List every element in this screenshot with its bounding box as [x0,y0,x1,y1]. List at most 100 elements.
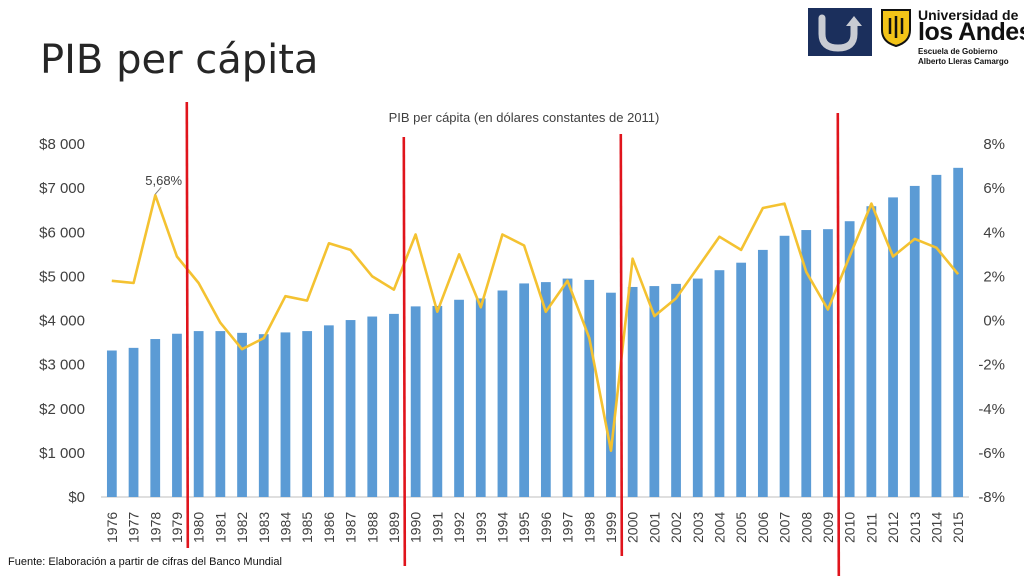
x-axis-tick: 2011 [863,513,879,543]
y-axis-right-tick: -6% [978,445,1005,462]
school-name-line1: Escuela de Gobierno [918,47,998,56]
bar [410,306,421,497]
bar [302,331,313,497]
growth-line [111,193,960,453]
bar [280,332,291,497]
bar [128,347,139,497]
x-axis-tick: 1983 [256,512,272,543]
bar [475,298,486,497]
period-marker [836,112,841,576]
bar [497,290,508,497]
university-name-line1: Universidad de [918,7,1019,23]
x-axis-tick: 2006 [755,512,771,543]
x-axis-tick: 2009 [820,512,836,543]
x-axis-tick: 1981 [212,512,228,543]
x-axis-tick: 2002 [668,512,684,543]
university-logo: Universidad de los Andes Escuela de Gobi… [880,6,1024,70]
x-axis-tick: 2012 [885,512,901,543]
x-axis-tick: 1980 [191,512,207,543]
x-axis-tick: 2000 [625,512,641,543]
x-axis-tick: 1976 [104,512,120,543]
x-axis-tick: 1996 [538,512,554,543]
bar [345,320,356,497]
y-axis-left-tick: $8 000 [39,136,85,153]
y-axis-left-tick: $6 000 [39,224,85,241]
y-axis-right-tick: -2% [978,357,1005,374]
bar [801,230,812,497]
x-axis-tick: 1993 [473,512,489,543]
x-axis-tick: 2013 [907,512,923,543]
bar [258,334,269,497]
chart-title: PIB per cápita (en dólares constantes de… [389,110,660,125]
bar [323,325,334,497]
bar [909,185,920,497]
bar [606,292,616,497]
bar [562,278,573,497]
bar [779,235,790,497]
bar [540,282,551,497]
x-axis-tick: 1982 [234,512,250,543]
bar [150,339,161,497]
bar [389,313,399,497]
y-axis-left-tick: $7 000 [39,180,85,197]
x-axis-tick: 2010 [842,512,858,543]
bar [736,262,747,497]
bar [106,350,117,497]
x-axis-tick: 1977 [126,512,142,543]
x-axis-tick: 2014 [928,512,944,543]
bar [692,278,703,497]
bar [888,197,898,498]
x-axis-tick: 1978 [147,512,163,543]
bar [931,174,942,497]
data-label: 5,68% [145,173,182,188]
x-axis-tick: 1998 [581,512,597,543]
x-axis-tick: 1995 [516,512,532,543]
y-axis-right-tick: 6% [983,180,1005,197]
bar [519,283,530,497]
annotation-leader [154,186,162,195]
x-axis-tick: 1997 [560,512,576,543]
x-axis-tick: 1992 [451,512,467,543]
y-axis-right-tick: -4% [978,401,1005,418]
bar [823,229,833,497]
bar [367,316,378,497]
x-axis-tick: 1990 [408,512,424,543]
y-axis-right-tick: 4% [983,224,1005,241]
period-marker [619,133,624,557]
period-marker [185,101,190,549]
x-axis-tick: 1987 [343,512,359,543]
y-axis-left-tick: $3 000 [39,357,85,374]
bar [671,283,681,497]
school-name-line2: Alberto Lleras Camargo [918,57,1009,66]
bar [454,299,464,497]
bar [844,221,855,497]
x-axis-tick: 1988 [364,512,380,543]
bar [953,167,964,497]
bar [215,331,226,497]
x-axis-tick: 2015 [950,512,966,543]
y-axis-left-tick: $4 000 [39,313,85,330]
x-axis-tick: 2001 [646,512,662,543]
x-axis-tick: 1979 [169,512,185,543]
slide-title: PIB per cápita [40,37,319,83]
x-axis-tick: 2004 [711,512,727,543]
y-axis-right-tick: 8% [983,136,1005,153]
shield-icon [881,9,911,48]
x-axis-tick: 2003 [690,512,706,543]
bar [584,279,595,497]
bar [714,270,725,497]
x-axis-tick: 1991 [429,512,445,543]
bar [432,305,443,497]
y-axis-left-tick: $5 000 [39,268,85,285]
source-footer: Fuente: Elaboración a partir de cifras d… [8,556,282,568]
y-axis-left-tick: $2 000 [39,401,85,418]
bar [193,331,204,497]
period-marker [402,136,407,567]
bar [237,332,247,497]
bar [866,206,877,497]
x-axis-tick: 2005 [733,512,749,543]
bar [649,286,660,497]
y-axis-left-tick: $0 [68,489,85,506]
x-axis-tick: 1989 [386,512,402,543]
